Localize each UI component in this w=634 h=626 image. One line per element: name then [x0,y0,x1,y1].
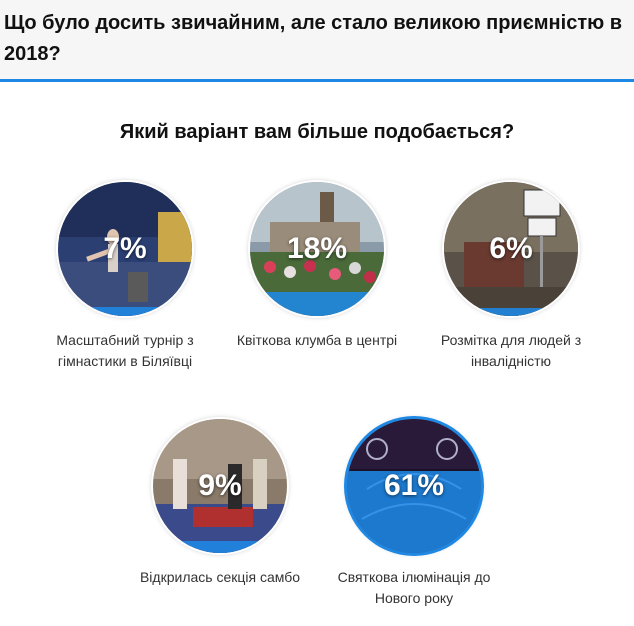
option-image[interactable]: 9% [153,419,287,553]
poll-option-new-year-lights[interactable]: 61% Святкова ілюмінація до Нового року [319,419,509,609]
poll-option-flowerbed[interactable]: 18% Квіткова клумба в центрі [222,182,412,351]
poll-option-gymnastics[interactable]: 7% Масштабний турнір з гімнастики в Біля… [30,182,220,372]
option-image[interactable]: 18% [250,182,384,316]
percentage-fill [250,291,384,316]
option-label: Розмітка для людей з інвалідністю [440,332,582,369]
option-label: Квіткова клумба в центрі [236,332,398,348]
percentage-value: 9% [198,469,242,502]
percentage-fill [347,471,481,553]
option-image[interactable]: 61% [347,419,481,553]
percentage-value: 61% [383,469,445,502]
road-sign-photo [444,182,578,316]
option-label: Масштабний турнір з гімнастики в Біляївц… [56,332,194,369]
percentage-fill [153,540,287,553]
option-image[interactable]: 7% [58,182,192,316]
page-header: Що було досить звичайним, але стало вели… [0,0,634,82]
percentage-fill [58,306,192,316]
percentage-value: 6% [489,232,533,265]
percentage-value: 18% [286,232,348,265]
option-label: Святкова ілюмінація до Нового року [337,569,491,606]
option-image[interactable]: 6% [444,182,578,316]
percentage-fill [444,307,578,316]
poll-option-accessibility-marking[interactable]: 6% Розмітка для людей з інвалідністю [416,182,606,372]
poll-option-sambo[interactable]: 9% Відкрилась секція самбо [125,419,315,588]
gymnastics-photo [58,182,192,316]
page-title: Що було досить звичайним, але стало вели… [4,12,623,65]
option-label: Відкрилась секція самбо [139,569,301,585]
poll-question: Який варіант вам більше подобається? [119,121,515,143]
percentage-value: 7% [103,232,147,265]
